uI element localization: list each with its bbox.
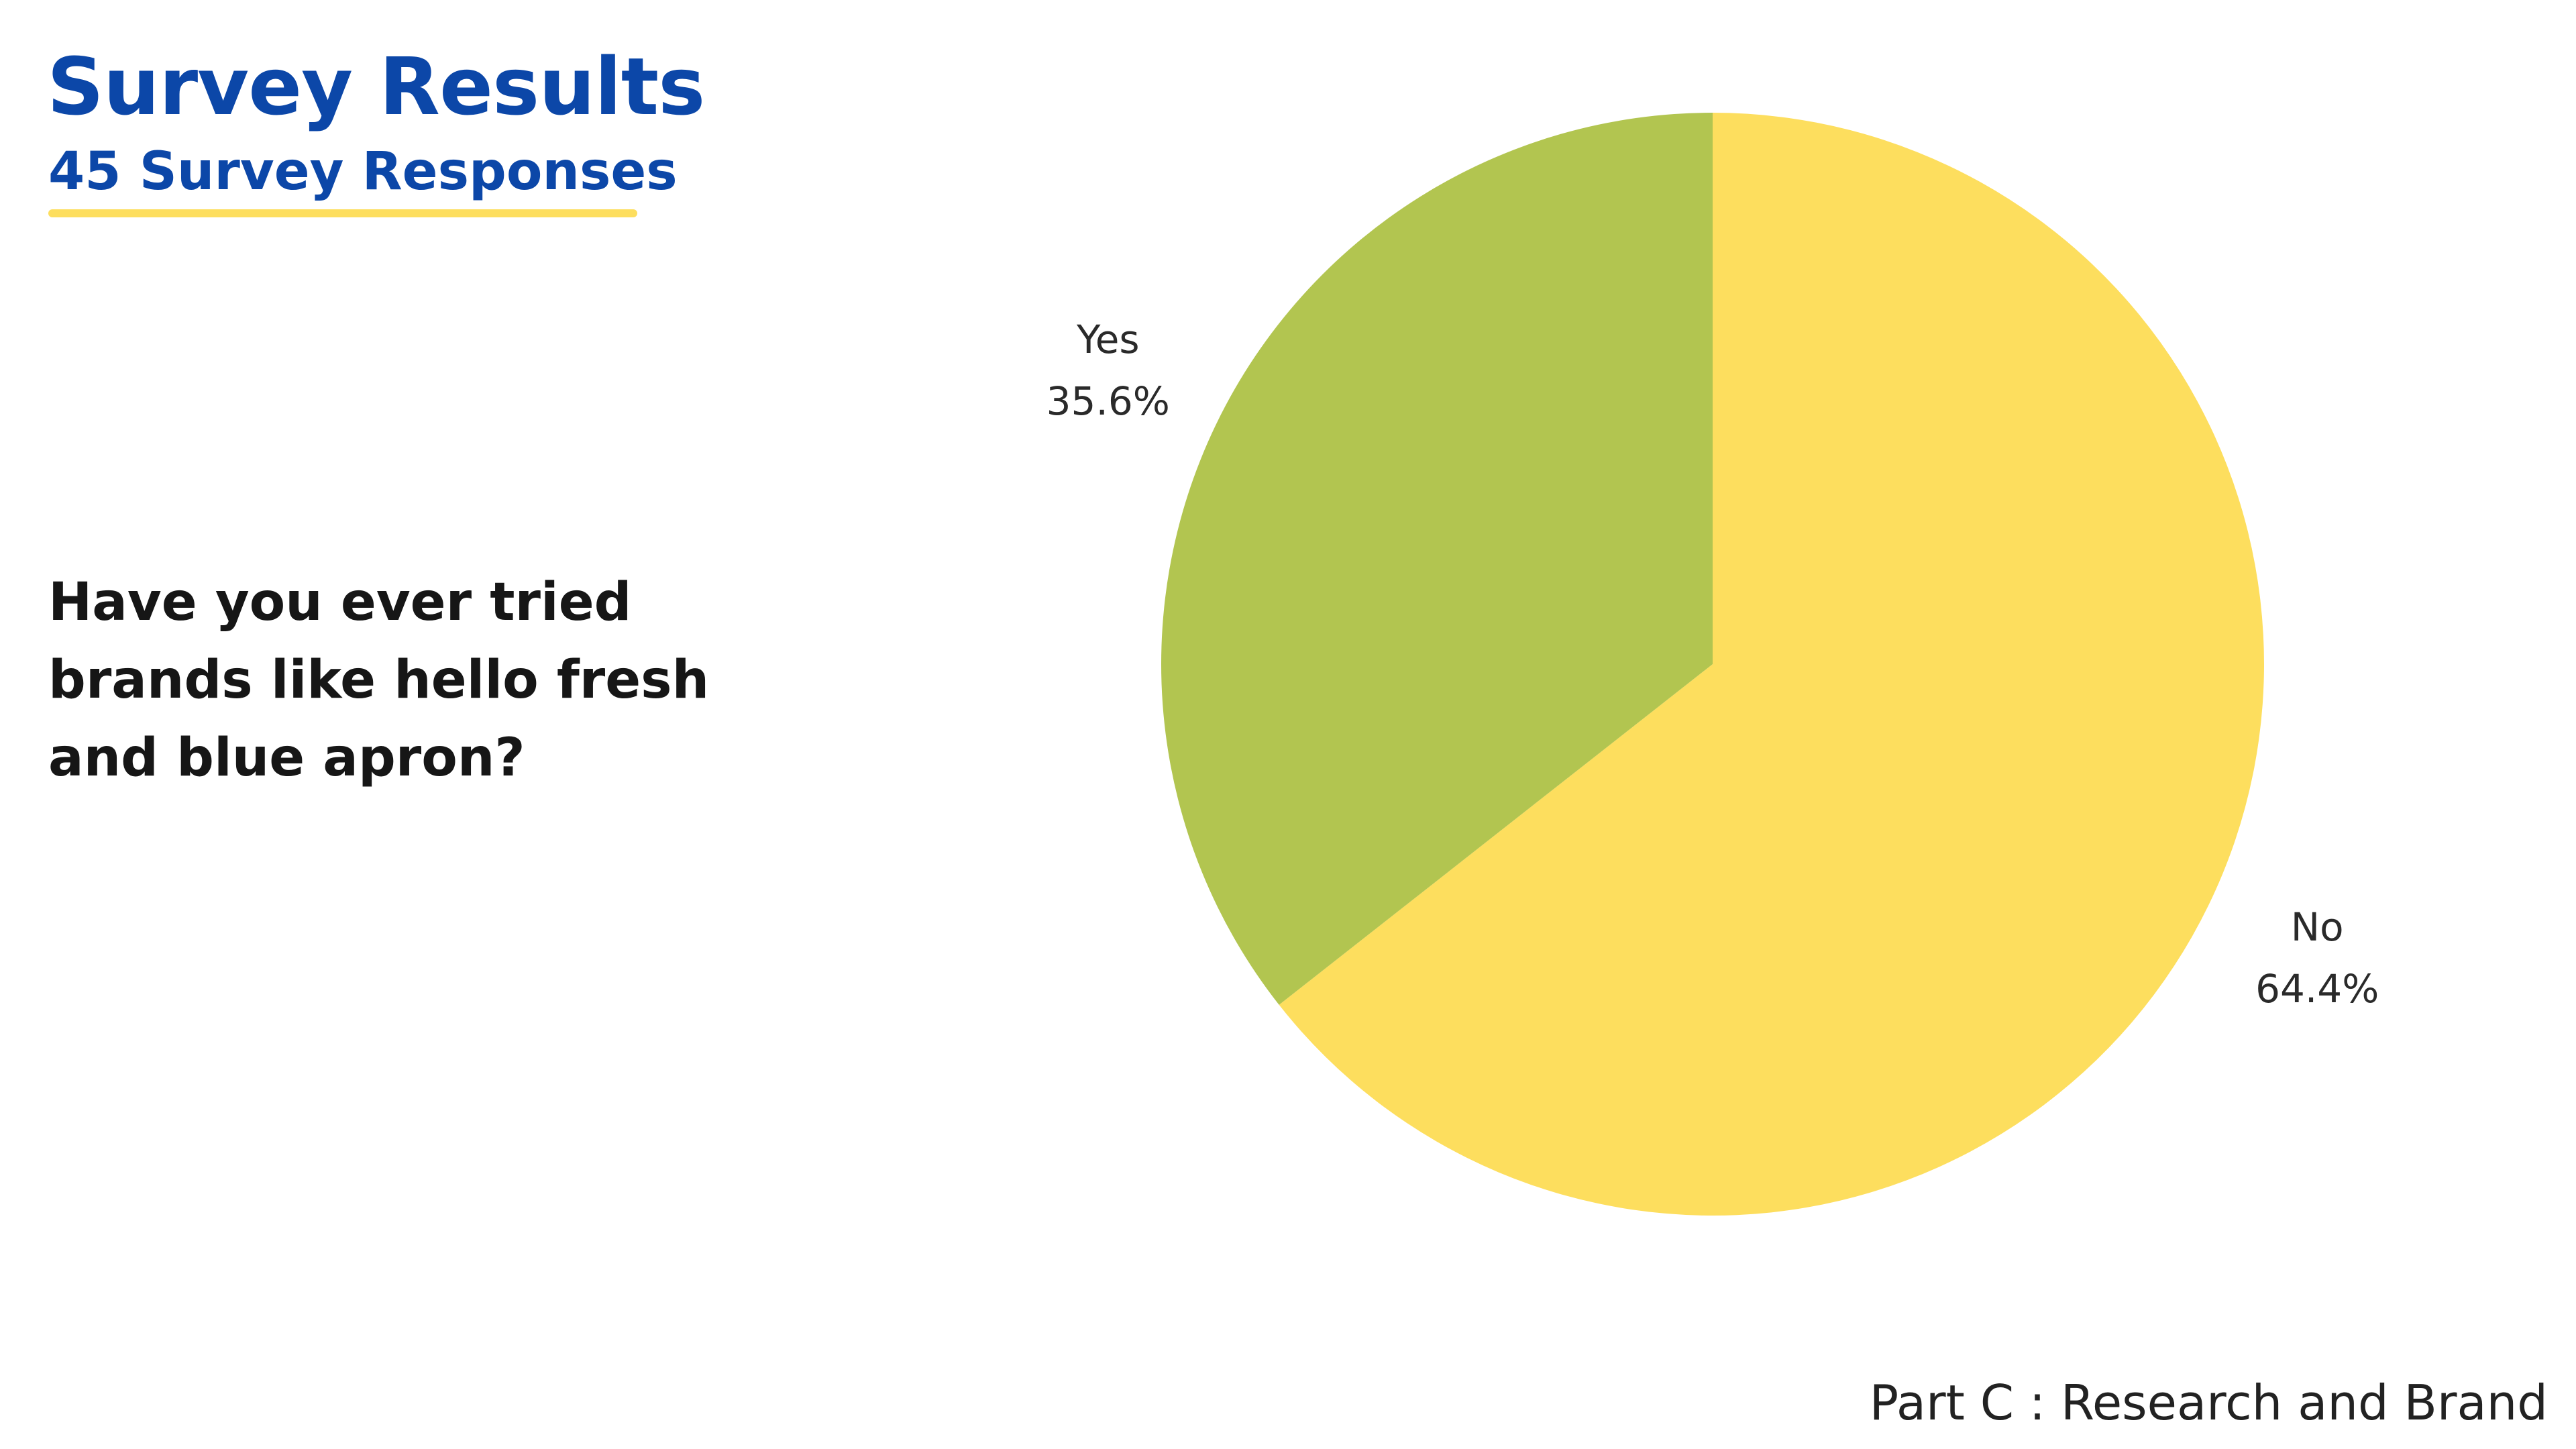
slice-label-yes: Yes	[1076, 317, 1140, 362]
subtitle-underline	[48, 209, 637, 217]
pie-slice-no	[1279, 113, 2264, 1216]
slice-value-yes: 35.6%	[1046, 378, 1170, 424]
pie-slice-yes	[1161, 113, 1713, 1005]
slice-value-no: 64.4%	[2255, 966, 2379, 1012]
slice-label-no: No	[2291, 904, 2344, 950]
page-subtitle: 45 Survey Responses	[48, 142, 678, 202]
footer-label: Part C : Research and Brand	[1869, 1375, 2548, 1431]
survey-question: Have you ever tried brands like hello fr…	[48, 572, 710, 788]
page-title: Survey Results	[47, 40, 705, 133]
